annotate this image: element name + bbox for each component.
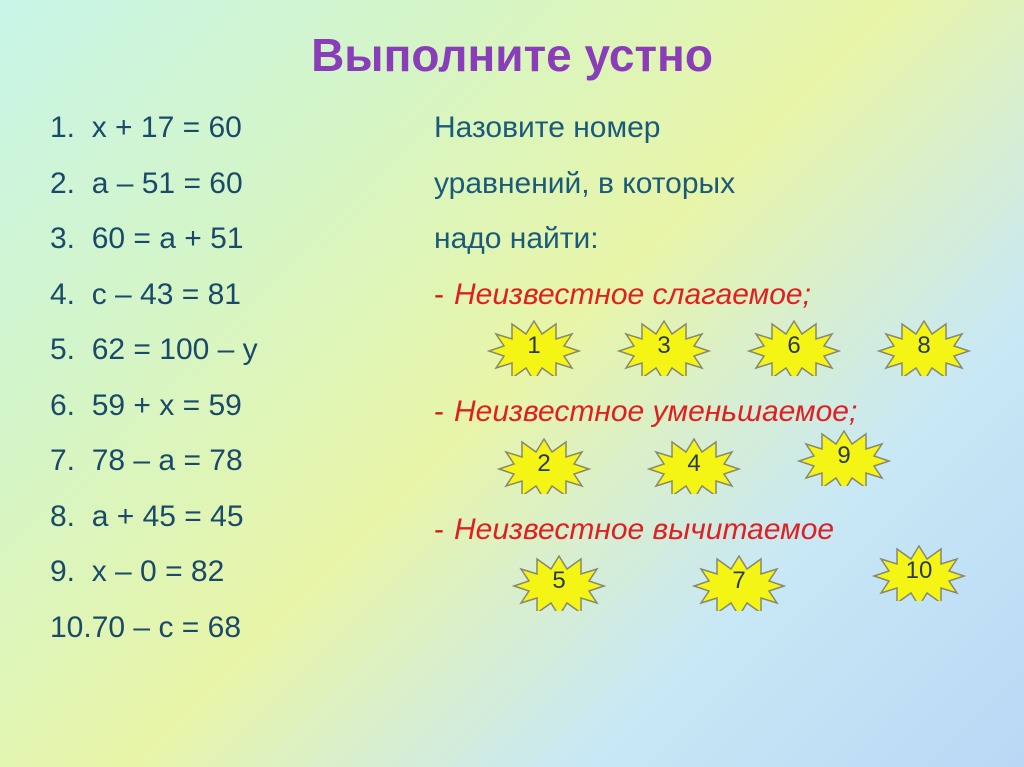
category-label: Неизвестное слагаемое; (454, 278, 811, 311)
star-badge: 3 (614, 316, 714, 376)
equation-9: 9. х – 0 = 82 (50, 544, 424, 600)
equation-5: 5. 62 = 100 – у (50, 322, 424, 378)
star-badge: 6 (744, 316, 844, 376)
prompt-line-2: уравнений, в которых (434, 156, 974, 212)
prompt-line-1: Назовите номер (434, 100, 974, 156)
equation-text: х + 17 = 60 (92, 111, 242, 144)
equation-text: а – 51 = 60 (92, 167, 243, 200)
category-1: -Неизвестное слагаемое; (434, 267, 974, 323)
equation-10: 10.70 – с = 68 (50, 600, 424, 656)
star-number: 10 (906, 557, 933, 585)
category-label: Неизвестное уменьшаемое; (454, 395, 857, 428)
equations-column: 1. х + 17 = 60 2. а – 51 = 60 3. 60 = а … (50, 100, 424, 655)
equation-text: а + 45 = 45 (92, 500, 244, 533)
dash-icon: - (434, 278, 444, 311)
star-number: 9 (837, 442, 850, 470)
star-badge: 4 (644, 434, 744, 494)
star-number: 3 (657, 332, 670, 360)
content-area: 1. х + 17 = 60 2. а – 51 = 60 3. 60 = а … (0, 100, 1024, 655)
star-number: 2 (537, 450, 550, 478)
star-number: 7 (732, 567, 745, 595)
star-badge: 10 (869, 541, 969, 601)
equation-2: 2. а – 51 = 60 (50, 156, 424, 212)
dash-icon: - (434, 395, 444, 428)
equation-text: х – 0 = 82 (92, 555, 225, 588)
equation-6: 6. 59 + х = 59 (50, 378, 424, 434)
star-badge: 7 (689, 551, 789, 611)
star-badge: 2 (494, 434, 594, 494)
category-label: Неизвестное вычитаемое (454, 513, 834, 546)
equation-text: 62 = 100 – у (92, 333, 258, 366)
equation-3: 3. 60 = а + 51 (50, 211, 424, 267)
star-number: 8 (917, 332, 930, 360)
star-number: 1 (527, 332, 540, 360)
equation-4: 4. с – 43 = 81 (50, 267, 424, 323)
answer-row-1: 1 3 6 8 (434, 316, 974, 376)
prompt-line-3: надо найти: (434, 211, 974, 267)
star-number: 4 (687, 450, 700, 478)
answer-row-3: 5 7 10 (434, 551, 974, 611)
star-number: 6 (787, 332, 800, 360)
dash-icon: - (434, 513, 444, 546)
star-number: 5 (552, 567, 565, 595)
equation-text: с – 43 = 81 (92, 278, 241, 311)
star-badge: 1 (484, 316, 584, 376)
equation-text: 78 – а = 78 (92, 444, 243, 477)
equation-text: 59 + х = 59 (92, 389, 242, 422)
star-badge: 8 (874, 316, 974, 376)
page-title: Выполните устно (0, 0, 1024, 100)
equation-7: 7. 78 – а = 78 (50, 433, 424, 489)
answer-row-2: 2 4 9 (434, 434, 974, 494)
prompt-column: Назовите номер уравнений, в которых надо… (424, 100, 974, 655)
star-badge: 9 (794, 426, 894, 486)
equation-8: 8. а + 45 = 45 (50, 489, 424, 545)
star-badge: 5 (509, 551, 609, 611)
equation-text: 70 – с = 68 (92, 611, 241, 644)
equation-text: 60 = а + 51 (92, 222, 244, 255)
equation-1: 1. х + 17 = 60 (50, 100, 424, 156)
